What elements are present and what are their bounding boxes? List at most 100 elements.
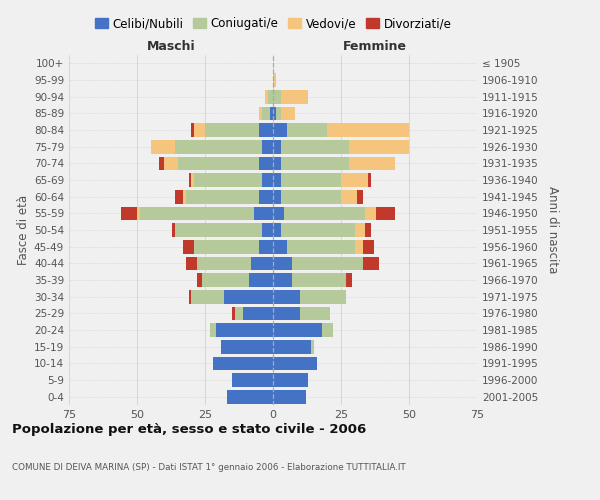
Bar: [273, 306, 300, 320]
Bar: [281, 223, 355, 237]
Bar: [151, 140, 175, 153]
Bar: [191, 173, 194, 187]
Bar: [273, 256, 292, 270]
Bar: [186, 190, 259, 203]
Bar: [368, 173, 371, 187]
Bar: [183, 190, 186, 203]
Bar: [140, 206, 254, 220]
Bar: [281, 190, 341, 203]
Bar: [341, 173, 368, 187]
Bar: [262, 106, 270, 120]
Bar: [259, 106, 262, 120]
Bar: [273, 323, 322, 337]
Text: COMUNE DI DEIVA MARINA (SP) - Dati ISTAT 1° gennaio 2006 - Elaborazione TUTTITAL: COMUNE DI DEIVA MARINA (SP) - Dati ISTAT…: [12, 462, 406, 471]
Y-axis label: Anni di nascita: Anni di nascita: [545, 186, 559, 274]
Bar: [194, 123, 205, 137]
Bar: [273, 223, 281, 237]
Bar: [235, 306, 243, 320]
Bar: [281, 106, 295, 120]
Bar: [273, 190, 281, 203]
Bar: [273, 390, 305, 404]
Bar: [202, 273, 248, 287]
Bar: [281, 90, 308, 104]
Bar: [270, 106, 273, 120]
Bar: [276, 106, 281, 120]
Bar: [273, 156, 281, 170]
Bar: [194, 240, 259, 254]
Bar: [259, 123, 273, 137]
Bar: [175, 223, 262, 237]
Bar: [281, 173, 341, 187]
Bar: [194, 173, 262, 187]
Bar: [183, 240, 194, 254]
Text: Popolazione per età, sesso e stato civile - 2006: Popolazione per età, sesso e stato civil…: [12, 422, 366, 436]
Bar: [273, 206, 284, 220]
Bar: [273, 106, 276, 120]
Bar: [137, 206, 140, 220]
Bar: [224, 290, 273, 304]
Bar: [358, 190, 363, 203]
Bar: [268, 90, 273, 104]
Bar: [273, 90, 281, 104]
Bar: [221, 340, 273, 353]
Bar: [259, 190, 273, 203]
Bar: [363, 240, 374, 254]
Bar: [273, 273, 292, 287]
Bar: [273, 240, 287, 254]
Bar: [188, 173, 191, 187]
Bar: [172, 223, 175, 237]
Bar: [300, 306, 330, 320]
Bar: [197, 256, 251, 270]
Bar: [322, 323, 333, 337]
Bar: [259, 240, 273, 254]
Bar: [328, 123, 409, 137]
Bar: [292, 273, 346, 287]
Bar: [341, 190, 358, 203]
Bar: [281, 140, 349, 153]
Y-axis label: Fasce di età: Fasce di età: [17, 195, 30, 265]
Bar: [287, 240, 355, 254]
Bar: [164, 156, 178, 170]
Text: Femmine: Femmine: [343, 40, 407, 52]
Bar: [284, 206, 365, 220]
Bar: [211, 323, 216, 337]
Bar: [262, 173, 273, 187]
Bar: [287, 123, 328, 137]
Bar: [254, 206, 273, 220]
Bar: [216, 323, 273, 337]
Bar: [273, 290, 300, 304]
Bar: [262, 140, 273, 153]
Bar: [265, 90, 268, 104]
Bar: [188, 290, 191, 304]
Bar: [159, 156, 164, 170]
Bar: [300, 290, 346, 304]
Bar: [248, 273, 273, 287]
Bar: [191, 290, 224, 304]
Bar: [232, 373, 273, 387]
Bar: [175, 140, 262, 153]
Bar: [178, 156, 259, 170]
Bar: [227, 390, 273, 404]
Bar: [197, 273, 202, 287]
Bar: [232, 306, 235, 320]
Bar: [376, 206, 395, 220]
Bar: [121, 206, 137, 220]
Bar: [273, 140, 281, 153]
Text: Maschi: Maschi: [146, 40, 196, 52]
Bar: [273, 356, 317, 370]
Bar: [292, 256, 363, 270]
Bar: [251, 256, 273, 270]
Bar: [175, 190, 183, 203]
Bar: [365, 206, 376, 220]
Bar: [273, 73, 276, 87]
Bar: [363, 256, 379, 270]
Bar: [355, 223, 365, 237]
Bar: [191, 123, 194, 137]
Bar: [262, 223, 273, 237]
Bar: [243, 306, 273, 320]
Bar: [273, 173, 281, 187]
Bar: [259, 156, 273, 170]
Bar: [213, 356, 273, 370]
Bar: [349, 140, 409, 153]
Bar: [346, 273, 352, 287]
